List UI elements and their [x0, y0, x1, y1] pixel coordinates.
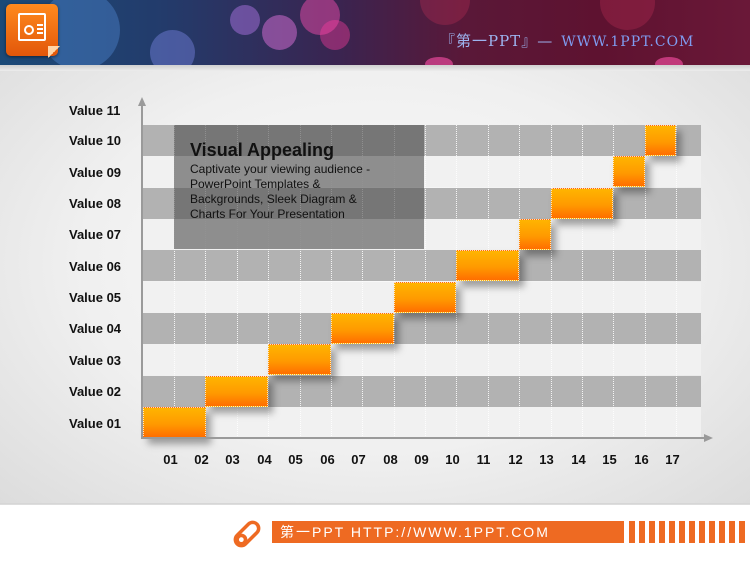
footer-stripe	[689, 521, 695, 543]
bar-value-02	[205, 376, 268, 407]
gridline	[331, 125, 332, 438]
gridline	[268, 125, 269, 438]
row-value-03	[143, 344, 701, 375]
divider	[0, 65, 750, 71]
bokeh-bubble	[600, 0, 655, 30]
bar-value-07	[519, 219, 551, 250]
x-tick-label: 06	[320, 452, 335, 467]
bokeh-bubble	[300, 0, 340, 35]
bar-value-09	[613, 156, 645, 187]
y-tick-label: Value 09	[69, 165, 122, 180]
x-tick-label: 01	[163, 452, 178, 467]
y-tick-label: Value 05	[69, 290, 122, 305]
x-tick-label: 10	[445, 452, 460, 467]
x-tick-label: 13	[539, 452, 554, 467]
brand-text: 『第一PPT』—	[440, 32, 554, 50]
bokeh-bubble	[420, 0, 470, 25]
x-tick-label: 12	[508, 452, 523, 467]
bokeh-bubble	[320, 20, 350, 50]
bar-value-04	[331, 313, 394, 344]
brand-title: 『第一PPT』— WWW.1PPT.COM	[440, 30, 694, 51]
row-value-01	[143, 407, 701, 438]
footer-stripe	[739, 521, 745, 543]
footer-stripe	[659, 521, 665, 543]
gridline	[456, 125, 457, 438]
gridline	[394, 125, 395, 438]
bokeh-bubble	[655, 57, 683, 65]
x-tick-label: 08	[383, 452, 398, 467]
footer-stripe	[679, 521, 685, 543]
y-tick-label: Value 07	[69, 227, 122, 242]
bokeh-bubble	[150, 30, 195, 65]
gridline	[362, 125, 363, 438]
gridline	[676, 125, 677, 438]
footer-stripe	[669, 521, 675, 543]
y-tick-label: Value 02	[69, 384, 122, 399]
bar-value-05	[394, 282, 456, 313]
header-banner: 『第一PPT』— WWW.1PPT.COM	[0, 0, 750, 65]
gridline	[488, 125, 489, 438]
footer-stripe	[729, 521, 735, 543]
annotation-title: Visual Appealing	[190, 140, 335, 160]
bokeh-bubble	[425, 57, 453, 65]
bar-value-08	[551, 188, 613, 219]
footer-stripe	[719, 521, 725, 543]
x-tick-label: 04	[257, 452, 272, 467]
x-tick-label: 14	[571, 452, 586, 467]
y-tick-label: Value 03	[69, 353, 122, 368]
y-tick-label: Value 10	[69, 133, 122, 148]
row-value-06	[143, 250, 701, 281]
y-axis-arrow-icon	[138, 97, 146, 106]
bar-value-03	[268, 344, 331, 375]
x-tick-label: 09	[414, 452, 429, 467]
x-tick-label: 03	[225, 452, 240, 467]
y-tick-label: Value 04	[69, 321, 122, 336]
gridline	[174, 125, 175, 438]
x-tick-label: 16	[634, 452, 649, 467]
footer-stripe	[709, 521, 715, 543]
gridline	[582, 125, 583, 438]
gridline	[551, 125, 552, 438]
gridline	[613, 125, 614, 438]
gridline	[519, 125, 520, 438]
gridline	[645, 125, 646, 438]
gridline	[237, 125, 238, 438]
bokeh-bubble	[262, 15, 297, 50]
brand-url: WWW.1PPT.COM	[561, 34, 695, 50]
y-tick-label: Value 11	[69, 103, 121, 118]
y-tick-label: Value 01	[69, 416, 122, 431]
x-tick-label: 07	[351, 452, 366, 467]
y-tick-label: Value 08	[69, 196, 122, 211]
footer-stripe	[639, 521, 645, 543]
bar-value-10	[645, 125, 676, 156]
x-tick-label: 17	[665, 452, 680, 467]
x-tick-label: 15	[602, 452, 617, 467]
annotation-body: Captivate your viewing audience - PowerP…	[190, 162, 371, 221]
gridline	[300, 125, 301, 438]
x-tick-label: 02	[194, 452, 209, 467]
footer-stripe	[649, 521, 655, 543]
footer-stripe	[699, 521, 705, 543]
bokeh-bubble	[230, 5, 260, 35]
x-tick-label: 11	[476, 452, 491, 467]
gridline	[425, 125, 426, 438]
footer-stripe	[629, 521, 635, 543]
x-axis-arrow-icon	[704, 434, 713, 442]
row-value-04	[143, 313, 701, 344]
pencil-icon	[233, 520, 261, 548]
y-axis	[141, 104, 143, 439]
x-axis	[141, 437, 706, 439]
x-tick-label: 05	[288, 452, 303, 467]
annotation-box	[174, 125, 424, 249]
gridline	[205, 125, 206, 438]
bar-value-06	[456, 250, 519, 281]
footer-url-bar: 第一PPT HTTP://WWW.1PPT.COM	[272, 521, 624, 543]
powerpoint-icon	[6, 4, 60, 58]
y-tick-label: Value 06	[69, 259, 122, 274]
bar-value-01	[143, 407, 206, 438]
